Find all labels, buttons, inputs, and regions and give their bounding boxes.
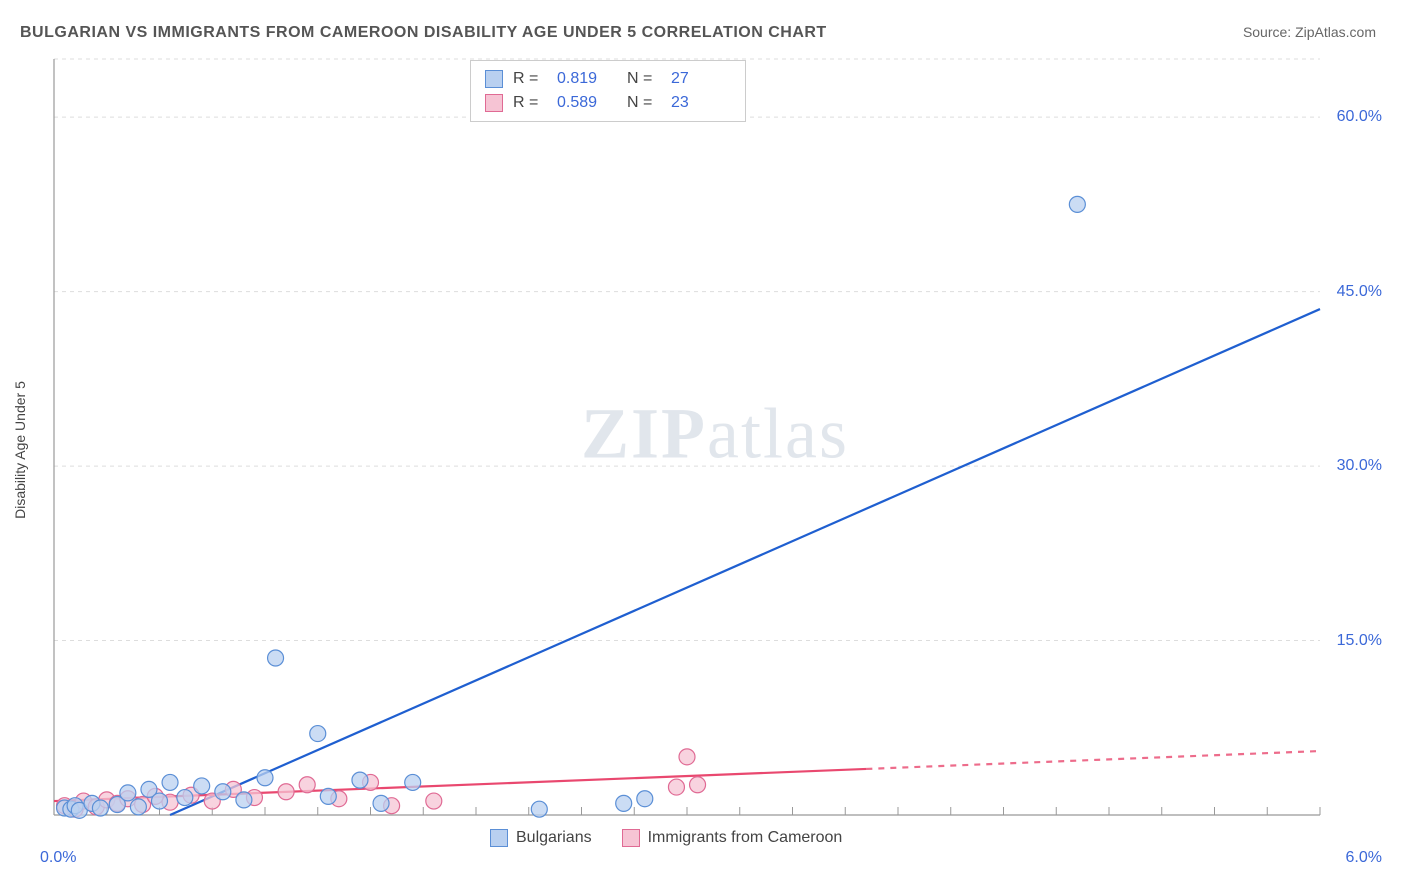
correlation-legend: R = 0.819 N = 27 R = 0.589 N = 23 [470, 60, 746, 122]
correlation-chart: Disability Age Under 5 R = 0.819 N = 27 … [50, 55, 1380, 845]
legend-item: Bulgarians [490, 829, 592, 847]
legend-swatch-1 [485, 94, 503, 112]
legend-r-value-0: 0.819 [557, 70, 617, 88]
legend-r-label: R = [513, 94, 547, 112]
legend-row-series-0: R = 0.819 N = 27 [485, 67, 731, 91]
y-tick-label: 60.0% [1337, 108, 1382, 126]
source-value: ZipAtlas.com [1295, 24, 1376, 40]
legend-n-label: N = [627, 94, 661, 112]
legend-swatch [490, 829, 508, 847]
x-axis-end-label: 6.0% [1346, 849, 1382, 867]
legend-swatch-0 [485, 70, 503, 88]
chart-title: BULGARIAN VS IMMIGRANTS FROM CAMEROON DI… [20, 24, 827, 42]
legend-n-label: N = [627, 70, 661, 88]
legend-r-value-1: 0.589 [557, 94, 617, 112]
legend-r-label: R = [513, 70, 547, 88]
source-attribution: Source: ZipAtlas.com [1243, 24, 1376, 40]
y-axis-label: Disability Age Under 5 [12, 381, 28, 519]
legend-n-value-1: 23 [671, 94, 731, 112]
source-label: Source: [1243, 24, 1295, 40]
legend-label: Immigrants from Cameroon [648, 829, 843, 847]
legend-row-series-1: R = 0.589 N = 23 [485, 91, 731, 115]
legend-label: Bulgarians [516, 829, 592, 847]
y-tick-label: 15.0% [1337, 632, 1382, 650]
legend-swatch [622, 829, 640, 847]
y-tick-label: 45.0% [1337, 283, 1382, 301]
x-axis-origin-label: 0.0% [40, 849, 76, 867]
scatter-plot-svg [50, 55, 1380, 845]
series-legend: Bulgarians Immigrants from Cameroon [490, 829, 842, 847]
y-tick-label: 30.0% [1337, 457, 1382, 475]
legend-n-value-0: 27 [671, 70, 731, 88]
legend-item: Immigrants from Cameroon [622, 829, 843, 847]
